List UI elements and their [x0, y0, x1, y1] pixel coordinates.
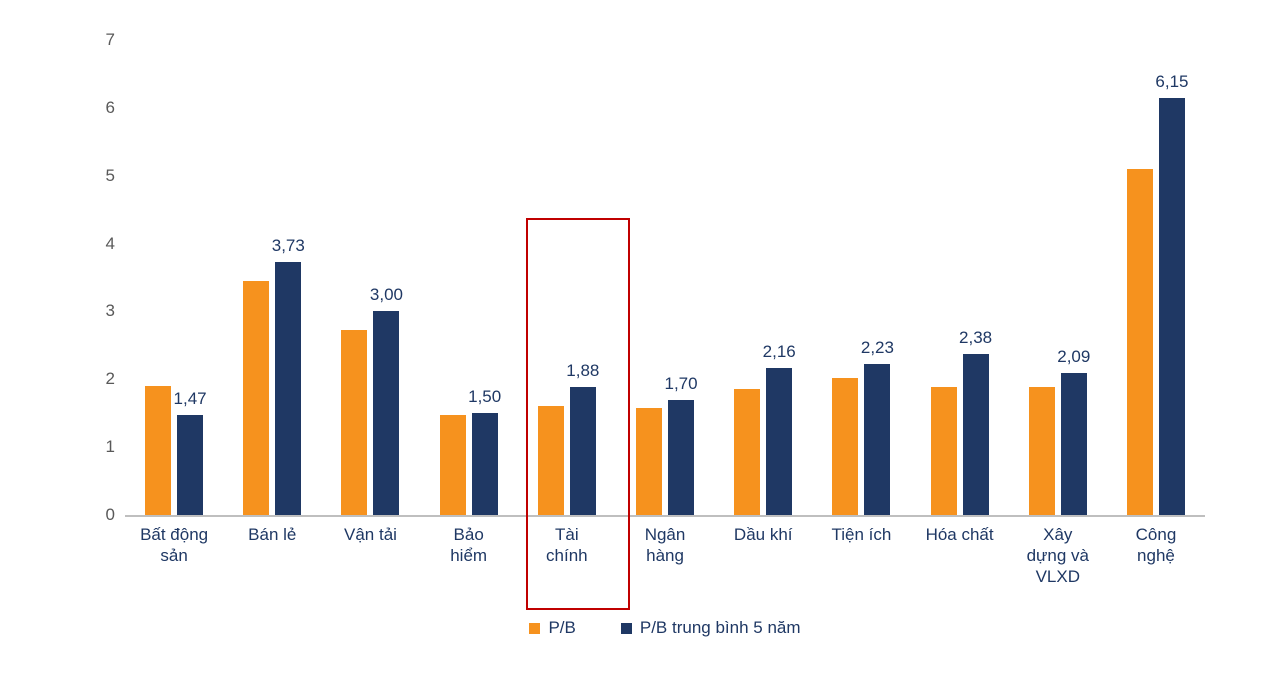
bar-group: 1,50 [420, 40, 518, 515]
legend-item-pb-avg: P/B trung bình 5 năm [620, 618, 801, 638]
bar-pb-avg [471, 413, 498, 515]
bar-pair: 2,23 [832, 338, 894, 515]
data-label: 3,73 [271, 235, 305, 255]
bar-pb-avg [766, 368, 793, 515]
pb-avg-swatch-icon [620, 622, 632, 634]
bar-group: 1,47 [125, 40, 223, 515]
bar-group: 1,70 [616, 40, 714, 515]
bar-pb [1126, 168, 1153, 515]
data-label: 6,15 [1155, 71, 1189, 91]
data-label: 2,16 [762, 342, 796, 362]
bar-pb [243, 280, 270, 515]
data-label: 3,00 [369, 285, 404, 305]
bar-group: 6,15 [1107, 40, 1205, 515]
x-axis-label: Hóa chất [925, 525, 994, 544]
data-label: 1,50 [468, 387, 502, 407]
x-axis-label: Bất động sản [140, 525, 209, 565]
bar-pair: 1,47 [145, 386, 207, 515]
legend-label-pb: P/B [548, 618, 576, 637]
data-label: 2,09 [1057, 347, 1091, 367]
x-axis-label: Tài chính [546, 525, 588, 565]
bar-group: 2,09 [1009, 40, 1107, 515]
bar-pb [1028, 387, 1055, 515]
bar-pb-avg [275, 261, 302, 515]
y-tick-label: 5 [105, 165, 115, 185]
x-axis-label: Tiện ích [831, 525, 892, 544]
bar-pb-avg [668, 399, 695, 515]
bar-pb-avg [177, 415, 204, 515]
plot-area: 1,47 3,73 3,00 1,50 1,88 1,70 2,16 2,23 2,38 2,09… [125, 40, 1205, 610]
x-axis-label: Bán lẻ [248, 525, 297, 544]
x-axis: Bất động sản Bán lẻ Vận tải Bảo hiểm Tài chí… [125, 524, 1205, 587]
bar-pb [930, 386, 957, 515]
data-label: 1,88 [566, 361, 600, 381]
x-axis-label: Xây dựng và VLXD [1026, 525, 1089, 586]
bar-group: 3,00 [321, 40, 419, 515]
legend: P/B P/B trung bình 5 năm [125, 618, 1205, 638]
y-tick-label: 6 [105, 97, 115, 117]
bar-pb [439, 415, 466, 515]
x-axis-label: Công nghệ [1135, 525, 1177, 565]
bar-pb-avg [1060, 373, 1087, 515]
legend-label-pb-avg: P/B trung bình 5 năm [639, 618, 801, 637]
pb-swatch-icon [529, 622, 541, 634]
y-tick-label: 4 [105, 233, 115, 253]
bar-pb-avg [962, 353, 989, 515]
bar-pb [734, 388, 761, 515]
y-tick-label: 0 [105, 505, 115, 524]
bar-pb [341, 330, 368, 515]
bar-group: 1,88 [518, 40, 616, 515]
bar-pair: 1,70 [636, 374, 698, 515]
bar-pb [832, 377, 859, 515]
x-axis-label: Vận tải [344, 525, 397, 544]
y-tick-label: 7 [105, 30, 115, 49]
y-tick-label: 1 [105, 437, 115, 457]
y-tick-label: 3 [105, 301, 115, 321]
y-tick-label: 2 [105, 369, 115, 389]
data-label: 2,38 [959, 327, 993, 347]
bar-pair: 2,16 [734, 342, 796, 515]
data-label: 1,70 [664, 373, 698, 393]
legend-item-pb: P/B [529, 618, 576, 638]
x-axis-label: Dầu khí [733, 525, 793, 544]
bar-pair: 6,15 [1126, 72, 1189, 515]
bar-pb-avg [1158, 97, 1185, 515]
bar-group: 2,38 [911, 40, 1009, 515]
bar-pair: 3,73 [243, 236, 305, 515]
x-axis-label: Ngân hàng [644, 525, 686, 565]
bar-pb [636, 408, 663, 515]
bar-pair: 2,09 [1028, 347, 1090, 515]
bar-pb [537, 406, 564, 515]
bar-pb-avg [864, 363, 891, 515]
bar-pb-avg [569, 387, 596, 515]
y-axis: 0 1 2 3 4 5 6 7 [0, 30, 115, 524]
data-label: 2,23 [860, 337, 894, 357]
x-axis-label: Bảo hiểm [450, 525, 488, 565]
data-label: 1,47 [173, 389, 207, 409]
bar-group: 3,73 [223, 40, 321, 515]
bar-group: 2,16 [714, 40, 812, 515]
bar-pair: 1,50 [439, 387, 501, 515]
bar-pair: 3,00 [341, 285, 403, 515]
bar-pb [145, 386, 172, 515]
bar-group: 2,23 [812, 40, 910, 515]
bar-pair: 2,38 [930, 328, 992, 515]
bar-pb-avg [373, 311, 400, 515]
bar-pair: 1,88 [537, 361, 599, 515]
